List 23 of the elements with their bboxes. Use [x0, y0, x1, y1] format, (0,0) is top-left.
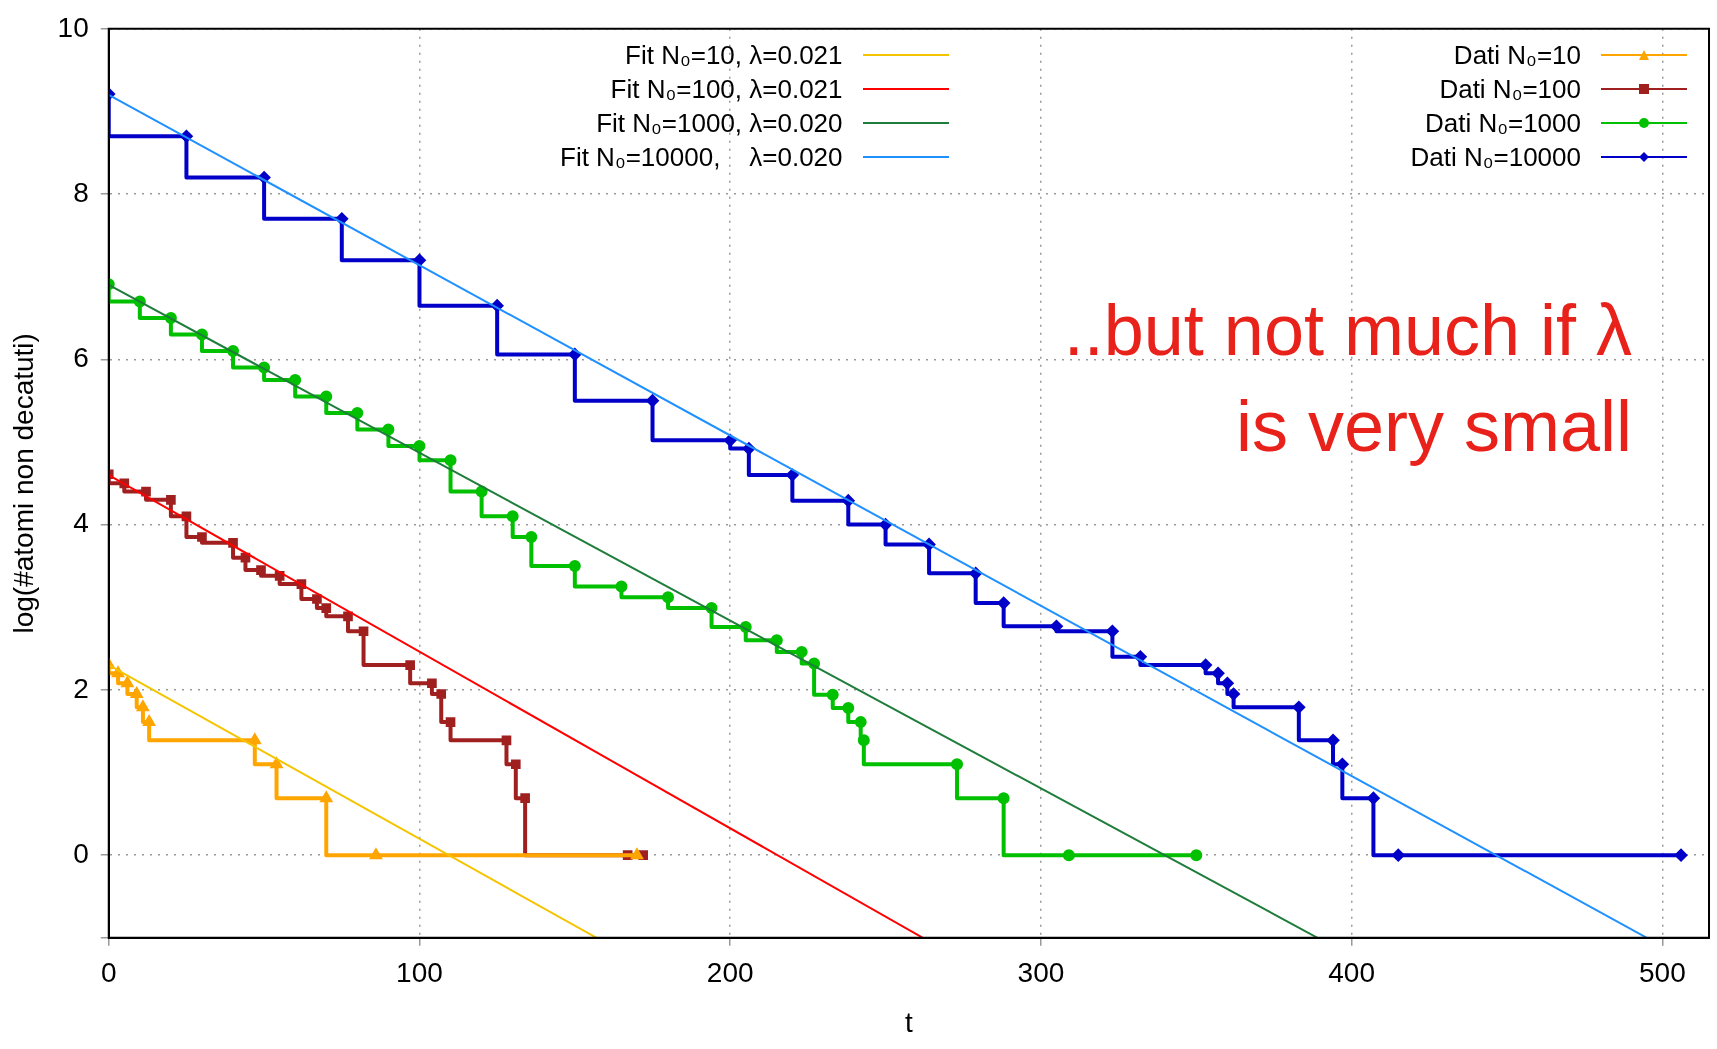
x-tick-label: 300: [1017, 957, 1065, 989]
legend-label: Dati N₀=10000: [1410, 141, 1581, 173]
legend-label: Fit N₀=100, λ=0.021: [610, 73, 843, 105]
y-tick-label: 2: [73, 672, 89, 704]
annotation: ..but not much if λ is very small: [1063, 289, 1632, 468]
legend-label: Fit N₀=10, λ=0.021: [625, 39, 843, 71]
legend-label: Dati N₀=100: [1439, 73, 1581, 105]
legend-label: Fit N₀=10000, λ=0.020: [560, 141, 843, 173]
legend-label: Dati N₀=10: [1453, 39, 1581, 71]
y-tick-label: 8: [73, 176, 89, 208]
x-tick-label: 400: [1328, 957, 1376, 989]
x-tick-label: 0: [100, 957, 117, 989]
y-tick-label: 6: [73, 342, 89, 374]
y-tick-label: 4: [73, 507, 89, 539]
legend-label: Fit N₀=1000, λ=0.020: [596, 107, 843, 139]
x-tick-label: 100: [396, 957, 443, 989]
x-tick-label: 200: [706, 957, 754, 989]
y-tick-label: 0: [73, 837, 89, 869]
x-axis-title: t: [904, 1006, 913, 1038]
y-axis-title: log(#atomi non decatuti): [7, 333, 39, 634]
x-tick-label: 500: [1639, 957, 1686, 989]
legend-label: Dati N₀=1000: [1424, 107, 1581, 139]
y-tick-label: 10: [57, 11, 89, 43]
